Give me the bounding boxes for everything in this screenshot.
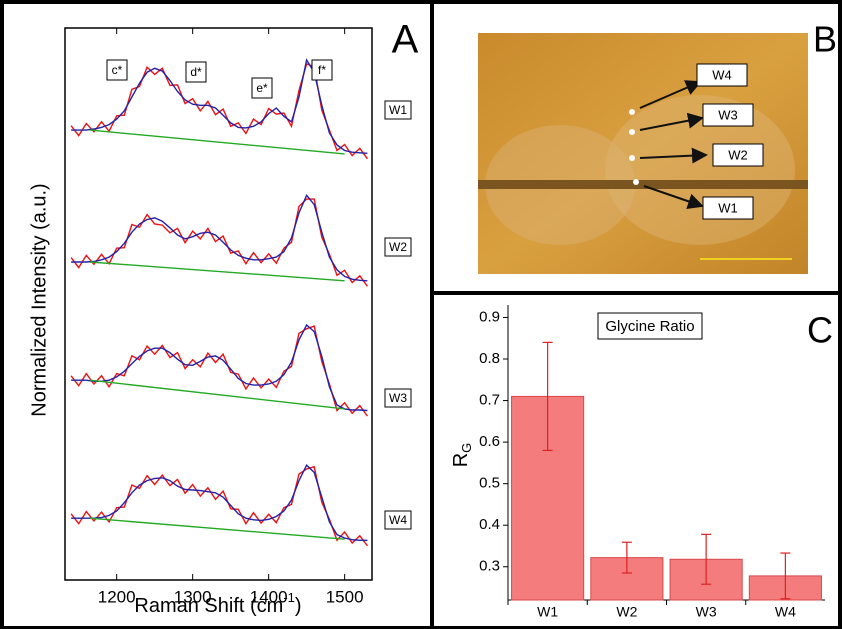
y-axis-label: RG [450,443,474,468]
peak-label-box [311,59,333,81]
baseline [90,379,345,410]
site-label-box [702,196,754,220]
panel-label: A [392,18,419,62]
site-label-box [702,103,754,127]
x-tick-label: W1 [537,604,558,620]
x-tick-label: 1300 [174,587,212,606]
site-label: W1 [718,200,738,215]
x-axis-label-sup: -1 [283,590,295,605]
x-tick-label: W3 [696,604,717,620]
plot-frame [64,27,373,581]
panel-a-frame [0,0,434,629]
x-tick-label: 1400 [250,587,288,606]
raw-spectrum [70,325,368,417]
y-axis-label-sub: G [459,443,474,453]
fit-curve [71,193,368,282]
raw-spectrum [70,198,368,287]
site-label: W2 [728,147,748,162]
panel-c-frame [430,291,842,629]
peak-label: d* [190,65,202,79]
fit-curve [71,323,368,412]
x-axis-label-text: Raman Shift (cm [134,595,283,617]
site-label-box [696,63,748,87]
x-axis-label-tail: ) [295,595,302,617]
x-tick-label: W2 [616,604,637,620]
panel-label: C [807,310,833,351]
series-label-box [384,237,412,257]
y-tick-label: 0.6 [479,433,500,450]
x-tick-label: 1500 [326,587,364,606]
site-label: W3 [718,107,738,122]
series-label-box [384,388,412,408]
baseline [90,129,345,155]
peak-label-box [185,61,207,83]
y-tick-label: 0.4 [479,516,500,533]
y-tick-label: 0.8 [479,350,500,367]
series-label-box [384,100,412,120]
series-label: W1 [389,103,407,117]
baseline [90,261,345,282]
y-tick-label: 0.5 [479,475,500,492]
peak-label-box [106,59,128,81]
x-axis-label: Raman Shift (cm-1) [134,590,301,617]
series-label: W4 [389,513,407,527]
fit-curve [71,58,368,154]
chart-title: Glycine Ratio [605,318,694,335]
fit-curve [71,464,368,541]
y-tick-label: 0.9 [479,308,500,325]
series-label-box [384,510,412,530]
series-label: W3 [389,391,407,405]
raw-spectrum [70,465,368,547]
series-label: W2 [389,240,407,254]
y-axis-label-text: R [450,453,472,467]
y-tick-label: 0.7 [479,392,500,409]
peak-label: c* [112,63,123,77]
y-axis-label: Normalized Intensity (a.u.) [28,183,50,416]
site-label-box [712,143,764,167]
panel-label: B [813,19,837,60]
peak-label: e* [256,81,268,95]
y-tick-label: 0.3 [479,558,500,575]
chart-title-box [597,312,703,340]
baseline [90,517,345,540]
x-tick-label: 1200 [98,587,136,606]
peak-label-box [251,77,273,99]
peak-label: f* [318,63,326,77]
x-tick-label: W4 [775,604,796,620]
site-label: W4 [712,67,732,82]
